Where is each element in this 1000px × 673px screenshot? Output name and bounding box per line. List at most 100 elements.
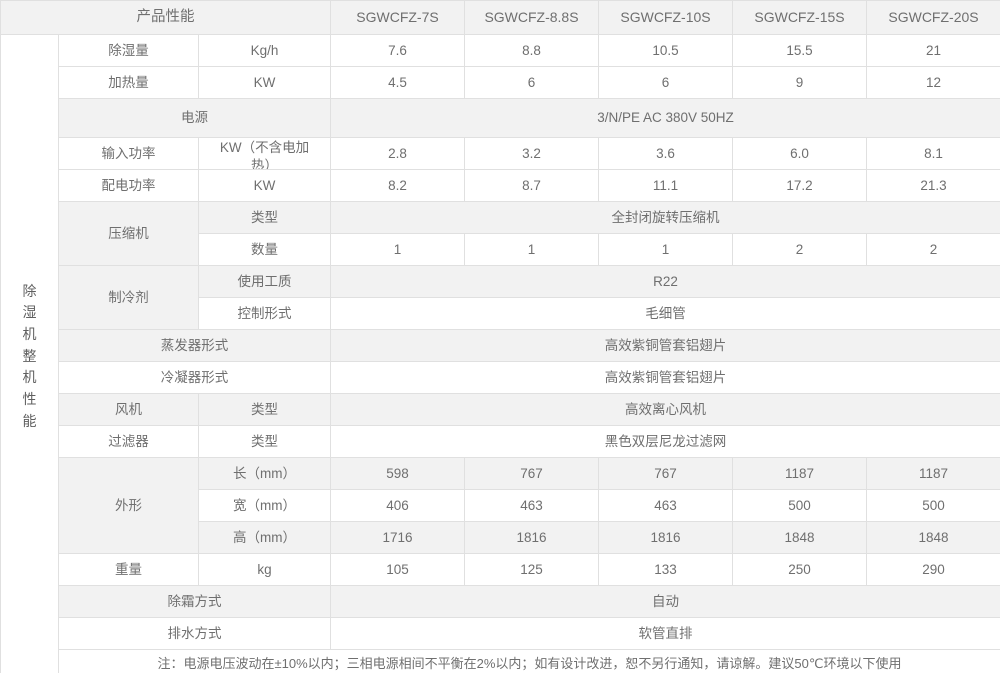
cell-evaporator-merged: 高效紫铜管套铝翅片	[330, 329, 1000, 362]
cell-dehumid-capacity-4: 15.5	[732, 34, 867, 67]
row-label-evaporator: 蒸发器形式	[58, 329, 331, 362]
row-label-filter: 过滤器	[58, 425, 199, 458]
cell-heating-capacity-3: 6	[598, 66, 733, 99]
side-label-text: 除湿机整机性能	[22, 282, 37, 429]
table-row-fan: 风机 类型 高效离心风机	[1, 393, 1000, 426]
cell-heating-capacity-4: 9	[732, 66, 867, 99]
header-spec-label: 产品性能	[0, 0, 331, 35]
row-unit-dehumid-capacity: Kg/h	[198, 34, 331, 67]
table-row-weight: 重量 kg 105 125 133 250 290	[1, 553, 1000, 586]
cell-heating-capacity-5: 12	[866, 66, 1000, 99]
table-row-compressor-qty: 数量 1 1 1 2 2	[1, 233, 1000, 266]
table-row-defrost: 除霜方式 自动	[1, 585, 1000, 618]
row-label-dimensions: 外形	[58, 457, 199, 554]
row-label-heating-capacity: 加热量	[58, 66, 199, 99]
cell-weight-3: 133	[598, 553, 733, 586]
row-label-power-supply: 电源	[58, 98, 331, 138]
cell-input-power-1: 2.8	[330, 137, 465, 170]
row-sublabel-filter-type: 类型	[198, 425, 331, 458]
table-row-dehumid-capacity: 除湿机整机性能 除湿量 Kg/h 7.6 8.8 10.5 15.5 21	[0, 34, 1000, 673]
row-sublabel-height: 高（mm）	[198, 521, 331, 554]
cell-compressor-type-merged: 全封闭旋转压缩机	[330, 201, 1000, 234]
cell-compressor-qty-4: 2	[732, 233, 867, 266]
model-column-4: SGWCFZ-15S	[732, 0, 867, 35]
row-label-defrost: 除霜方式	[58, 585, 331, 618]
cell-width-2: 463	[464, 489, 599, 522]
cell-weight-1: 105	[330, 553, 465, 586]
footnote-text: 注：电源电压波动在±10%以内；三相电源相间不平衡在2%以内；如有设计改进，恕不…	[58, 649, 1000, 673]
table-footnote-row: 注：电源电压波动在±10%以内；三相电源相间不平衡在2%以内；如有设计改进，恕不…	[1, 649, 1000, 673]
row-label-distribution-power: 配电功率	[58, 169, 199, 202]
cell-refrigerant-medium-merged: R22	[330, 265, 1000, 298]
row-label-compressor: 压缩机	[58, 201, 199, 266]
cell-refrigerant-control-merged: 毛细管	[330, 297, 1000, 330]
cell-defrost-merged: 自动	[330, 585, 1000, 618]
cell-height-4: 1848	[732, 521, 867, 554]
model-column-5: SGWCFZ-20S	[866, 0, 1000, 35]
cell-heating-capacity-2: 6	[464, 66, 599, 99]
cell-dehumid-capacity-2: 8.8	[464, 34, 599, 67]
row-label-drainage: 排水方式	[58, 617, 331, 650]
cell-length-2: 767	[464, 457, 599, 490]
row-sublabel-refrigerant-medium: 使用工质	[198, 265, 331, 298]
cell-compressor-qty-1: 1	[330, 233, 465, 266]
cell-weight-4: 250	[732, 553, 867, 586]
row-label-refrigerant: 制冷剂	[58, 265, 199, 330]
cell-drainage-merged: 软管直排	[330, 617, 1000, 650]
cell-compressor-qty-5: 2	[866, 233, 1000, 266]
cell-filter-merged: 黑色双层尼龙过滤网	[330, 425, 1000, 458]
row-sublabel-length: 长（mm）	[198, 457, 331, 490]
row-sublabel-refrigerant-control: 控制形式	[198, 297, 331, 330]
table-row-input-power: 输入功率 KW（不含电加 热） 2.8 3.2 3.6 6.0 8.1	[1, 137, 1000, 170]
row-unit-heating-capacity: KW	[198, 66, 331, 99]
cell-height-3: 1816	[598, 521, 733, 554]
cell-input-power-2: 3.2	[464, 137, 599, 170]
table-row-refrigerant-medium: 制冷剂 使用工质 R22	[1, 265, 1000, 330]
cell-height-5: 1848	[866, 521, 1000, 554]
table-row-compressor-type: 压缩机 类型 全封闭旋转压缩机	[1, 201, 1000, 266]
table-row-drainage: 排水方式 软管直排	[1, 617, 1000, 650]
table-row-evaporator: 蒸发器形式 高效紫铜管套铝翅片	[1, 329, 1000, 362]
cell-input-power-4: 6.0	[732, 137, 867, 170]
cell-height-2: 1816	[464, 521, 599, 554]
cell-compressor-qty-3: 1	[598, 233, 733, 266]
table-row-filter: 过滤器 类型 黑色双层尼龙过滤网	[1, 425, 1000, 458]
cell-input-power-3: 3.6	[598, 137, 733, 170]
table-header-row: 产品性能 SGWCFZ-7S SGWCFZ-8.8S SGWCFZ-10S SG…	[0, 0, 1000, 35]
cell-length-1: 598	[330, 457, 465, 490]
cell-power-supply-merged: 3/N/PE AC 380V 50HZ	[330, 98, 1000, 138]
row-unit-distribution-power: KW	[198, 169, 331, 202]
cell-distribution-power-2: 8.7	[464, 169, 599, 202]
cell-length-3: 767	[598, 457, 733, 490]
row-label-fan: 风机	[58, 393, 199, 426]
cell-dehumid-capacity-3: 10.5	[598, 34, 733, 67]
row-unit-input-power-line1: KW（不含电加	[219, 140, 310, 155]
model-column-2: SGWCFZ-8.8S	[464, 0, 599, 35]
table-row-dimension-width: 宽（mm） 406 463 463 500 500	[1, 489, 1000, 522]
cell-width-4: 500	[732, 489, 867, 522]
table-row-heating-capacity: 加热量 KW 4.5 6 6 9 12	[1, 66, 1000, 99]
cell-dehumid-capacity-1: 7.6	[330, 34, 465, 67]
row-label-condenser: 冷凝器形式	[58, 361, 331, 394]
cell-input-power-5: 8.1	[866, 137, 1000, 170]
cell-length-5: 1187	[866, 457, 1000, 490]
table-row-condenser: 冷凝器形式 高效紫铜管套铝翅片	[1, 361, 1000, 394]
model-column-3: SGWCFZ-10S	[598, 0, 733, 35]
row-unit-input-power: KW（不含电加 热）	[198, 137, 331, 170]
table-row-dimension-length: 外形 长（mm） 598 767 767 1187 1187	[1, 457, 1000, 554]
cell-height-1: 1716	[330, 521, 465, 554]
row-unit-weight: kg	[198, 553, 331, 586]
cell-weight-5: 290	[866, 553, 1000, 586]
cell-fan-merged: 高效离心风机	[330, 393, 1000, 426]
row-sublabel-width: 宽（mm）	[198, 489, 331, 522]
cell-width-1: 406	[330, 489, 465, 522]
side-label-cell: 除湿机整机性能	[0, 34, 59, 673]
cell-dehumid-capacity-5: 21	[866, 34, 1000, 67]
row-label-weight: 重量	[58, 553, 199, 586]
cell-condenser-merged: 高效紫铜管套铝翅片	[330, 361, 1000, 394]
cell-length-4: 1187	[732, 457, 867, 490]
cell-weight-2: 125	[464, 553, 599, 586]
row-label-dehumid-capacity: 除湿量	[58, 34, 199, 67]
